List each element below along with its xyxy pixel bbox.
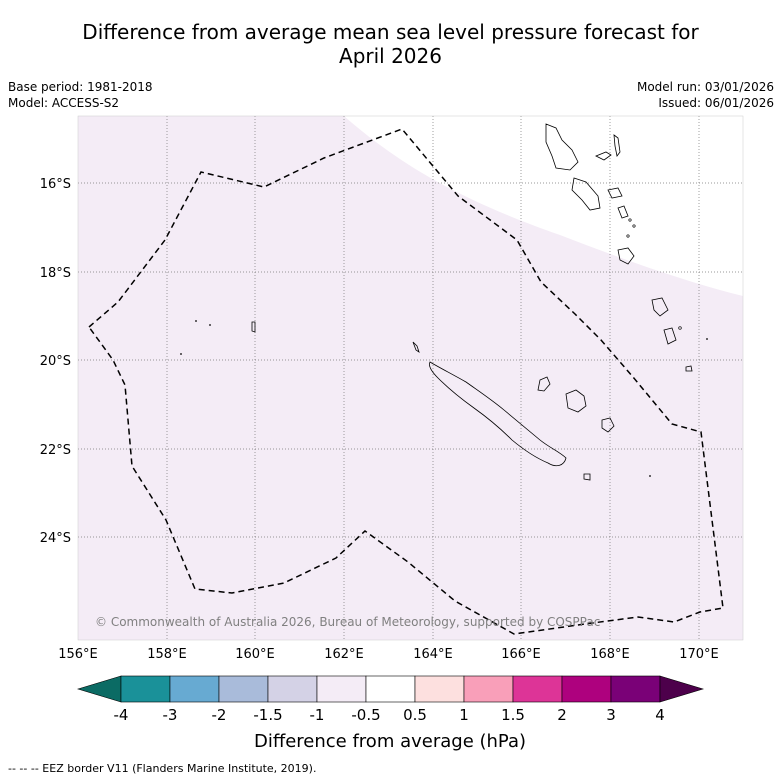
colorbar-tick: -2 [212, 706, 227, 724]
colorbar: -4 -3 -2 -1.5 -1 -0.5 0.5 1 1.5 2 3 4 Di… [76, 675, 705, 752]
colorbar-tick: -3 [163, 706, 178, 724]
lon-label: 168°E [590, 647, 630, 662]
lon-label: 158°E [147, 647, 187, 662]
lon-label: 166°E [501, 647, 541, 662]
islet-vanuatu-3 [626, 234, 630, 238]
base-period: Base period: 1981-2018 [8, 80, 153, 94]
colorbar-tick: 4 [655, 706, 665, 724]
title-line-2: April 2026 [339, 44, 442, 68]
lon-label: 170°E [679, 647, 719, 662]
colorbar-segment [169, 675, 220, 703]
colorbar-tick: -0.5 [351, 706, 380, 724]
issued-date: Issued: 06/01/2026 [658, 96, 774, 110]
islet-3 [180, 353, 182, 355]
islet-aniwa [706, 338, 708, 340]
model-name: Model: ACCESS-S2 [8, 96, 120, 110]
colorbar-tick: -1 [310, 706, 325, 724]
island-lifou [565, 389, 587, 413]
colorbar-tick: 1 [459, 706, 469, 724]
map-frame [77, 115, 744, 641]
colorbar-segment [610, 675, 661, 703]
islet-4 [649, 475, 651, 477]
meta-left: Base period: 1981-2018 Model: ACCESS-S2 [8, 79, 153, 111]
model-run: Model run: 03/01/2026 [636, 80, 774, 94]
colorbar-segment [365, 675, 416, 703]
colorbar-label: Difference from average (hPa) [254, 731, 526, 752]
colorbar-segment [267, 675, 318, 703]
island-erromango [651, 297, 669, 317]
colorbar-tick: -4 [114, 706, 129, 724]
lat-label: 20°S [40, 354, 71, 369]
island-pentecost [613, 134, 621, 157]
lon-label: 156°E [58, 647, 98, 662]
colorbar-under-arrow [76, 675, 122, 703]
island-ambae [595, 151, 612, 161]
lon-label: 160°E [235, 647, 275, 662]
colorbar-tick: 3 [606, 706, 616, 724]
eez-border [87, 128, 724, 635]
meta-right: Model run: 03/01/2026 Issued: 06/01/2026 [637, 79, 774, 111]
lat-label: 22°S [40, 443, 71, 458]
island-malekula [571, 177, 601, 211]
islet-vanuatu-1 [628, 218, 632, 222]
title-line-1: Difference from average mean sea level p… [82, 20, 699, 44]
islet-vanuatu-2 [632, 224, 636, 228]
islet-futuna [678, 326, 682, 330]
island-efate [617, 247, 635, 265]
colorbar-tick: 2 [557, 706, 567, 724]
island-mare [601, 417, 615, 433]
map-title: Difference from average mean sea level p… [0, 20, 781, 68]
colorbar-segment [316, 675, 367, 703]
colorbar-segment [414, 675, 465, 703]
graticule [78, 116, 743, 640]
copyright: © Commonwealth of Australia 2026, Bureau… [95, 615, 600, 629]
islet-1 [195, 320, 197, 322]
islet-2 [209, 324, 211, 326]
island-grande-terre [429, 361, 567, 467]
lat-labels: 16°S 18°S 20°S 22°S 24°S [40, 177, 71, 546]
colorbar-segment [120, 675, 171, 703]
lon-label: 162°E [324, 647, 364, 662]
island-ouvea [537, 376, 551, 392]
lat-label: 16°S [40, 177, 71, 192]
colorbar-ticks: -4 -3 -2 -1.5 -1 -0.5 0.5 1 1.5 2 3 4 [114, 706, 665, 724]
colorbar-segment [561, 675, 612, 703]
island-chesterfield [251, 321, 256, 333]
colorbar-over-arrow [659, 675, 705, 703]
colorbar-segment [218, 675, 269, 703]
lon-labels: 156°E 158°E 160°E 162°E 164°E 166°E 168°… [58, 647, 719, 662]
colorbar-segment [512, 675, 563, 703]
island-ambrym [607, 187, 623, 199]
map-area: © Commonwealth of Australia 2026, Bureau… [78, 116, 743, 640]
island-espiritu-santo [545, 123, 579, 171]
colorbar-tick: -1.5 [253, 706, 282, 724]
colorbar-segments [120, 675, 661, 703]
island-epi [617, 205, 629, 219]
island-aneityum [685, 365, 693, 372]
island-tanna [663, 327, 677, 345]
island-belep [412, 341, 420, 353]
colorbar-tick: 1.5 [501, 706, 525, 724]
colorbar-tick: 0.5 [403, 706, 427, 724]
island-walpole [583, 473, 591, 481]
eez-footnote: -- -- -- EEZ border V11 (Flanders Marine… [8, 762, 317, 775]
lat-label: 24°S [40, 531, 71, 546]
anomaly-fill-white [344, 116, 743, 296]
colorbar-segment [463, 675, 514, 703]
lat-label: 18°S [40, 266, 71, 281]
lon-label: 164°E [413, 647, 453, 662]
